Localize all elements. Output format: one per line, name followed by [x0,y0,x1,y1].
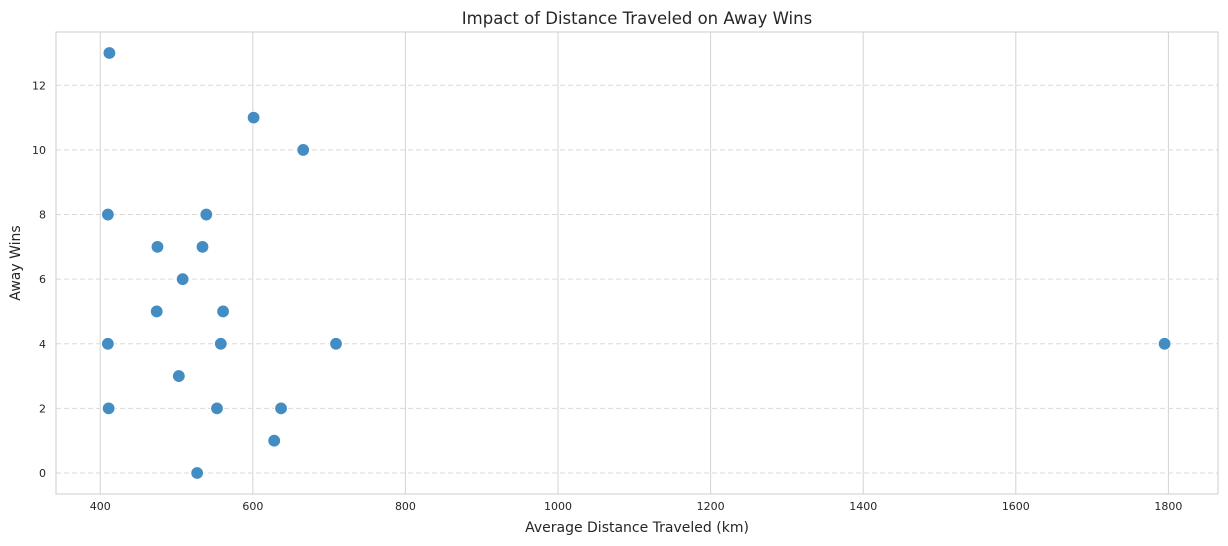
y-axis-label: Away Wins [8,225,24,300]
x-tick-label: 800 [395,500,416,513]
x-tick-label: 1000 [544,500,572,513]
chart-title: Impact of Distance Traveled on Away Wins [462,9,812,28]
y-tick-label: 12 [32,79,46,92]
gridlines [56,32,1218,494]
scatter-point [102,46,117,60]
x-axis-label: Average Distance Traveled (km) [525,520,749,536]
scatter-point [150,240,165,254]
x-tick-label: 1600 [1002,500,1030,513]
y-tick-label: 10 [32,144,46,157]
y-tick-label: 8 [39,209,46,222]
tick-labels: 400 600 800 1000 1200 1400 1600 1800 0 2 4 6 8 10 12 [32,79,1182,513]
scatter-point [190,466,204,480]
scatter-point [101,337,115,351]
scatter-point [101,207,115,222]
y-tick-label: 6 [39,273,46,286]
scatter-point [274,401,288,416]
scatter-point [199,207,214,222]
x-tick-label: 1200 [697,500,725,513]
y-tick-label: 2 [39,402,46,415]
scatter-point [1157,337,1172,351]
plot-background [56,32,1218,494]
x-tick-label: 600 [242,500,263,513]
x-tick-label: 1400 [849,500,877,513]
plot-frame [55,31,1219,495]
x-tick-label: 400 [90,500,111,513]
scatter-point [172,369,186,383]
scatter-point [329,337,343,351]
y-tick-label: 4 [39,338,46,351]
scatter-point [101,401,116,416]
y-tick-label: 0 [39,467,46,480]
scatter-point [150,304,164,319]
scatter-point [246,110,261,125]
scatter-point [210,401,224,416]
scatter-point [214,337,228,351]
scatter-point [267,433,281,448]
data-points [101,46,1172,480]
scatter-point [296,143,310,157]
x-tick-label: 1800 [1154,500,1182,513]
scatter-point [195,240,210,254]
scatter-point [216,304,230,319]
scatter-point [175,272,190,286]
